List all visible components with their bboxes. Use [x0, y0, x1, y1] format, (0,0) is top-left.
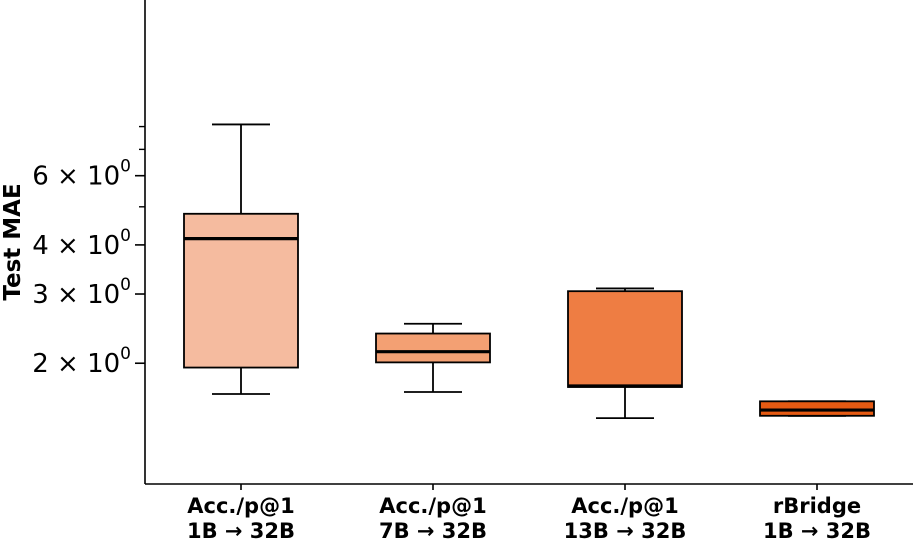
x-tick-label-line1: rBridge — [773, 494, 861, 518]
iqr-box — [567, 290, 683, 388]
iqr-box — [375, 332, 491, 364]
x-tick-label-line2: 1B → 32B — [763, 519, 871, 543]
x-tick-label-line2: 13B → 32B — [564, 519, 687, 543]
y-tick-label: 2 × 100 — [32, 344, 131, 379]
x-tick-label-line1: Acc./p@1 — [379, 494, 486, 518]
box-group — [759, 400, 875, 417]
box-group — [183, 123, 299, 395]
y-tick-label: 3 × 100 — [32, 275, 131, 310]
y-axis-label: Test MAE — [0, 183, 26, 300]
box-group — [567, 287, 683, 420]
x-tick-label-line1: Acc./p@1 — [571, 494, 678, 518]
axes — [144, 0, 913, 485]
y-tick-label: 4 × 100 — [32, 226, 131, 261]
x-tick-label-line2: 7B → 32B — [379, 519, 487, 543]
y-ticks: 2 × 100 3 × 100 4 × 100 6 × 100 — [32, 125, 145, 379]
y-tick-label: 6 × 100 — [32, 157, 131, 192]
iqr-box — [183, 212, 299, 369]
x-tick-label-line2: 1B → 32B — [187, 519, 295, 543]
box-group — [375, 322, 491, 393]
x-tick-label-line1: Acc./p@1 — [187, 494, 294, 518]
boxes — [183, 123, 875, 420]
